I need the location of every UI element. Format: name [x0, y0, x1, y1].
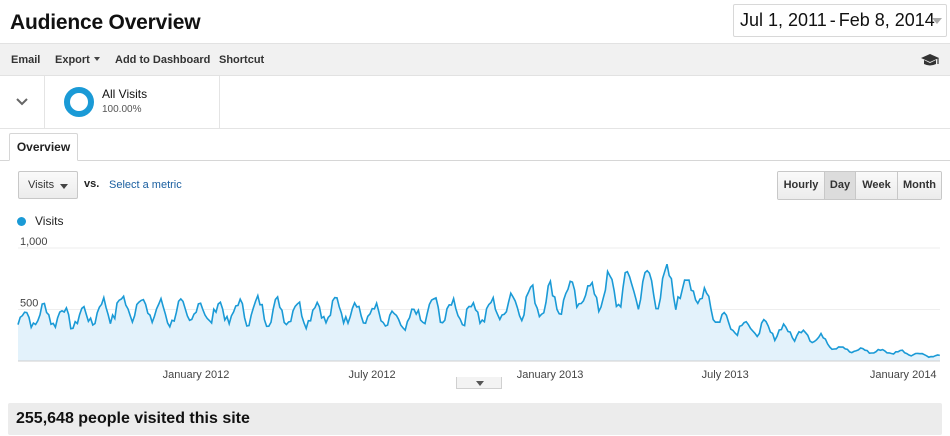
segment-card-all-visits[interactable]: All Visits 100.00%	[45, 76, 220, 128]
y-tick-label: 1,000	[20, 236, 48, 248]
x-tick-label: July 2012	[349, 369, 396, 381]
export-label: Export	[55, 54, 90, 66]
date-start: Jul 1, 2011	[740, 10, 827, 30]
y-tick-label: 500	[20, 298, 38, 310]
chevron-down-icon	[60, 184, 68, 189]
granularity-month-button[interactable]: Month	[897, 172, 941, 199]
segment-name: All Visits	[102, 87, 148, 101]
page-title: Audience Overview	[10, 11, 201, 34]
chevron-down-icon	[476, 381, 484, 386]
legend-label: Visits	[35, 214, 64, 228]
granularity-toggle: Hourly Day Week Month	[777, 171, 942, 200]
select-metric-link[interactable]: Select a metric	[109, 179, 182, 191]
metric-select-value: Visits	[28, 179, 55, 191]
vs-label: vs.	[84, 178, 100, 190]
visits-area-fill	[18, 264, 940, 361]
report-toolbar: Email Export Add to Dashboard Shortcut	[0, 43, 950, 76]
segment-bar: All Visits 100.00%	[0, 76, 950, 129]
granularity-day-button[interactable]: Day	[824, 172, 855, 199]
visits-chart: 1,000 500 January 2012 July 2012 January 201…	[17, 236, 940, 381]
metric-select[interactable]: Visits	[18, 171, 78, 199]
chevron-down-icon	[16, 98, 28, 106]
granularity-week-button[interactable]: Week	[855, 172, 897, 199]
summary-banner: 255,648 people visited this site	[8, 403, 942, 435]
add-to-dashboard-button[interactable]: Add to Dashboard	[115, 54, 211, 66]
x-tick-label: July 2013	[702, 369, 749, 381]
email-button[interactable]: Email	[11, 54, 41, 66]
chevron-down-icon[interactable]	[932, 18, 942, 24]
x-tick-label: January 2014	[870, 369, 937, 381]
date-separator: -	[829, 10, 836, 30]
segment-toggle-button[interactable]	[0, 76, 45, 128]
date-range-picker[interactable]: Jul 1, 2011 - Feb 8, 2014	[733, 4, 947, 37]
graduation-cap-icon[interactable]	[920, 53, 940, 67]
x-tick-label: January 2013	[517, 369, 584, 381]
caret-down-icon	[93, 57, 100, 61]
tab-divider	[0, 160, 950, 161]
segment-percent: 100.00%	[102, 104, 142, 115]
tab-overview[interactable]: Overview	[9, 133, 78, 161]
date-end: Feb 8, 2014	[838, 10, 935, 30]
shortcut-button[interactable]: Shortcut	[219, 54, 265, 66]
summary-text: 255,648 people visited this site	[16, 410, 250, 427]
segment-ring-icon	[64, 87, 94, 117]
visits-series-line	[17, 263, 940, 359]
granularity-hourly-button[interactable]: Hourly	[778, 172, 824, 199]
chart-expander-button[interactable]	[456, 377, 502, 389]
x-tick-label: January 2012	[163, 369, 230, 381]
export-button[interactable]: Export	[55, 54, 100, 66]
legend-swatch	[17, 217, 26, 226]
